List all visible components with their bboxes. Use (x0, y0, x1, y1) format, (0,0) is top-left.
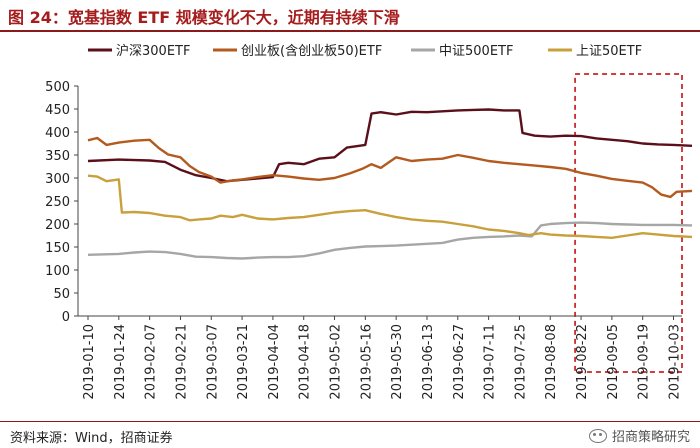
x-tick-label-5: 2019-03-21 (236, 324, 251, 400)
y-tick-label-1: 50 (53, 287, 70, 302)
x-tick-label-0: 2019-01-10 (82, 324, 97, 400)
series-line-1 (87, 136, 693, 199)
x-tick-label-1: 2019-01-24 (113, 324, 128, 400)
legend-label-0: 沪深300ETF (116, 43, 190, 59)
series-lines (87, 108, 693, 260)
series-line-0 (87, 108, 693, 183)
legend-label-3: 上证50ETF (576, 44, 642, 59)
x-tick-label-16: 2019-08-22 (575, 324, 590, 400)
y-tick-label-7: 350 (45, 149, 70, 164)
watermark: 招商策略研究 (588, 426, 690, 445)
y-tick-label-4: 200 (45, 218, 70, 233)
footer: 资料来源：Wind，招商证券 招商策略研究 (0, 421, 700, 448)
y-tick-label-8: 400 (45, 126, 70, 141)
watermark-text: 招商策略研究 (611, 430, 690, 445)
legend-label-2: 中证500ETF (439, 44, 513, 59)
x-tick-label-7: 2019-04-18 (298, 324, 313, 400)
series-line-3 (87, 174, 693, 240)
y-tick-label-6: 300 (45, 172, 70, 187)
legend-label-1: 创业板(含创业板50)ETF (241, 43, 382, 59)
y-axis: 0 50 100 150 200 250 300 350 400 450 500 (45, 80, 79, 325)
y-tick-label-9: 450 (45, 103, 70, 118)
x-tick-label-3: 2019-02-21 (174, 324, 189, 400)
legend: 沪深300ETF 创业板(含创业板50)ETF 中证500ETF 上证50ETF (88, 43, 642, 59)
x-tick-label-11: 2019-06-13 (421, 324, 436, 400)
line-chart: 沪深300ETF 创业板(含创业板50)ETF 中证500ETF 上证50ETF 0 5… (45, 43, 693, 400)
x-tick-label-4: 2019-03-07 (205, 324, 220, 400)
x-tick-label-15: 2019-08-08 (544, 324, 559, 400)
y-tick-label-0: 0 (62, 310, 70, 325)
x-tick-label-14: 2019-07-25 (513, 324, 528, 400)
x-tick-label-12: 2019-06-27 (452, 324, 467, 400)
y-tick-label-5: 250 (45, 195, 70, 210)
x-tick-label-10: 2019-05-30 (390, 324, 405, 400)
source-note: 资料来源：Wind，招商证券 (10, 431, 173, 446)
x-tick-label-18: 2019-09-19 (637, 324, 652, 400)
y-tick-label-2: 100 (45, 264, 70, 279)
y-tick-label-3: 150 (45, 241, 70, 256)
x-tick-label-2: 2019-02-07 (144, 324, 159, 400)
x-axis: 2019-01-10 2019-01-24 2019-02-07 2019-02-21… (78, 315, 683, 400)
x-tick-label-19: 2019-10-03 (668, 324, 683, 400)
chart-title: 图 24：宽基指数 ETF 规模变化不大，近期有持续下滑 (8, 8, 400, 27)
x-tick-label-17: 2019-09-05 (606, 324, 621, 400)
x-tick-label-9: 2019-05-16 (359, 324, 374, 400)
x-tick-label-8: 2019-05-02 (329, 324, 344, 400)
title-bar: 图 24：宽基指数 ETF 规模变化不大，近期有持续下滑 (0, 0, 700, 32)
x-tick-label-6: 2019-04-04 (267, 324, 282, 400)
series-line-2 (87, 221, 693, 260)
y-tick-label-10: 500 (45, 80, 70, 95)
x-tick-label-13: 2019-07-11 (483, 324, 498, 400)
wechat-icon (588, 428, 607, 443)
